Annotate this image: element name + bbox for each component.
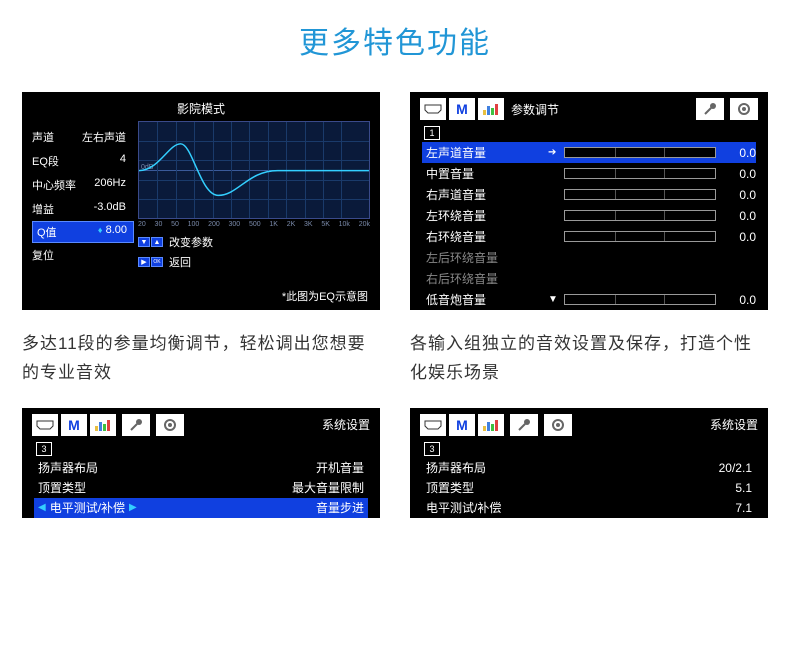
eq-xaxis-labels: 2030501002003005001K2K3K5K10k20k bbox=[138, 221, 370, 228]
m-icon[interactable]: M bbox=[449, 414, 475, 436]
arrow-icon: ➔ bbox=[548, 147, 564, 158]
volume-value: 0.0 bbox=[724, 188, 756, 202]
screen-eq: 影院模式 声道左右声道 EQ段4 中心频率206Hz 增益-3.0dB Q值♦ … bbox=[22, 92, 380, 310]
card-sys-left: M 系统设置 3 扬声器布局开机音量 顶置类型最大音量限制 ◀电平测试/补偿▶音… bbox=[22, 408, 380, 518]
volume-row[interactable]: 右声道音量 0.0 bbox=[422, 184, 756, 205]
sys-row[interactable]: 扬声器布局开机音量 bbox=[34, 458, 368, 478]
card-sys-right: M 系统设置 3 扬声器布局20/2.1 顶置类型5.1 电平测试/补偿7.1 bbox=[410, 408, 768, 518]
mic-icon[interactable] bbox=[510, 414, 538, 436]
eq-param-row[interactable]: EQ段4 bbox=[32, 149, 134, 173]
volume-label: 中置音量 bbox=[422, 165, 548, 182]
sys-list: 3 扬声器布局20/2.1 顶置类型5.1 电平测试/补偿7.1 bbox=[410, 440, 768, 518]
volume-label: 左环绕音量 bbox=[422, 207, 548, 224]
eq-curve bbox=[139, 122, 369, 219]
feature-grid: 影院模式 声道左右声道 EQ段4 中心频率206Hz 增益-3.0dB Q值♦ … bbox=[0, 92, 790, 518]
screen-sys-right: M 系统设置 3 扬声器布局20/2.1 顶置类型5.1 电平测试/补偿7.1 bbox=[410, 408, 768, 518]
toolbar-label: 参数调节 bbox=[511, 101, 690, 118]
screen-sys-left: M 系统设置 3 扬声器布局开机音量 顶置类型最大音量限制 ◀电平测试/补偿▶音… bbox=[22, 408, 380, 518]
hdmi-icon[interactable] bbox=[32, 414, 58, 436]
volume-row[interactable]: 低音炮音量▼ 0.0 bbox=[422, 289, 756, 310]
volume-label: 右声道音量 bbox=[422, 186, 548, 203]
volume-value: 0.0 bbox=[724, 293, 756, 307]
sys-row[interactable]: 顶置类型最大音量限制 bbox=[34, 478, 368, 498]
m-icon[interactable]: M bbox=[449, 98, 475, 120]
eq-bars-icon[interactable] bbox=[478, 414, 504, 436]
arrow-icon: ▼ bbox=[548, 294, 564, 305]
toolbar: M 参数调节 bbox=[410, 92, 768, 124]
updown-icon: ♦ bbox=[98, 225, 103, 235]
volume-value: 0.0 bbox=[724, 209, 756, 223]
volume-row[interactable]: 中置音量 0.0 bbox=[422, 163, 756, 184]
volume-label: 低音炮音量 bbox=[422, 291, 548, 308]
up-key-icon: ▲ bbox=[151, 237, 163, 247]
gear-icon[interactable] bbox=[544, 414, 572, 436]
eq-param-row[interactable]: 复位 bbox=[32, 243, 134, 267]
caption-eq: 多达11段的参量均衡调节，轻松调出您想要的专业音效 bbox=[22, 330, 380, 388]
volume-value: 0.0 bbox=[724, 146, 756, 160]
right-key-icon: ▶ bbox=[138, 257, 150, 267]
sys-row-selected[interactable]: ◀电平测试/补偿▶音量步进 bbox=[34, 498, 368, 518]
page-indicator: 1 bbox=[424, 126, 440, 140]
toolbar: M 系统设置 bbox=[22, 408, 380, 440]
left-arrow-icon: ◀ bbox=[38, 502, 46, 513]
volume-bar[interactable] bbox=[564, 231, 716, 242]
eq-note: *此图为EQ示意图 bbox=[282, 288, 368, 304]
toolbar-label: 系统设置 bbox=[191, 416, 370, 433]
eq-param-row[interactable]: 增益-3.0dB bbox=[32, 197, 134, 221]
page-title: 更多特色功能 bbox=[0, 0, 790, 92]
volume-row[interactable]: 右环绕音量 0.0 bbox=[422, 226, 756, 247]
sys-row[interactable]: 顶置类型5.1 bbox=[422, 478, 756, 498]
page-indicator: 3 bbox=[424, 442, 440, 456]
volume-label: 左声道音量 bbox=[422, 144, 548, 161]
eq-mode-title: 影院模式 bbox=[22, 92, 380, 117]
mic-icon[interactable] bbox=[696, 98, 724, 120]
hdmi-icon[interactable] bbox=[420, 98, 446, 120]
eq-param-list: 声道左右声道 EQ段4 中心频率206Hz 增益-3.0dB Q值♦ 8.00 … bbox=[22, 117, 134, 270]
gear-icon[interactable] bbox=[730, 98, 758, 120]
volume-bar[interactable] bbox=[564, 147, 716, 158]
card-volume: M 参数调节 1 左声道音量➔ 0.0 中置音量 0.0 右声道音量 0.0 左环绕音量 0.… bbox=[410, 92, 768, 388]
volume-bar[interactable] bbox=[564, 168, 716, 179]
volume-label: 左后环绕音量 bbox=[422, 249, 548, 266]
eq-bars-icon[interactable] bbox=[478, 98, 504, 120]
mic-icon[interactable] bbox=[122, 414, 150, 436]
toolbar-label: 系统设置 bbox=[579, 416, 758, 433]
volume-value: 0.0 bbox=[724, 230, 756, 244]
volume-row-selected[interactable]: 左声道音量➔ 0.0 bbox=[422, 142, 756, 163]
volume-value: 0.0 bbox=[724, 167, 756, 181]
eq-param-row[interactable]: 声道左右声道 bbox=[32, 125, 134, 149]
ok-key-icon: OK bbox=[151, 257, 163, 267]
down-key-icon: ▼ bbox=[138, 237, 150, 247]
volume-label: 右环绕音量 bbox=[422, 228, 548, 245]
volume-bar[interactable] bbox=[564, 189, 716, 200]
gear-icon[interactable] bbox=[156, 414, 184, 436]
eq-key-legend: ▼▲改变参数 ▶OK返回 bbox=[138, 234, 370, 270]
eq-param-row-selected[interactable]: Q值♦ 8.00 bbox=[32, 221, 134, 243]
eq-chart: 0dB bbox=[138, 121, 370, 219]
volume-row[interactable]: 左环绕音量 0.0 bbox=[422, 205, 756, 226]
sys-row[interactable]: 扬声器布局20/2.1 bbox=[422, 458, 756, 478]
sys-row[interactable]: 电平测试/补偿7.1 bbox=[422, 498, 756, 518]
screen-volume: M 参数调节 1 左声道音量➔ 0.0 中置音量 0.0 右声道音量 0.0 左环绕音量 0.… bbox=[410, 92, 768, 310]
volume-bar[interactable] bbox=[564, 294, 716, 305]
toolbar: M 系统设置 bbox=[410, 408, 768, 440]
eq-bars-icon[interactable] bbox=[90, 414, 116, 436]
volume-row[interactable]: 左后环绕音量 bbox=[422, 247, 756, 268]
right-arrow-icon: ▶ bbox=[129, 502, 137, 513]
m-icon[interactable]: M bbox=[61, 414, 87, 436]
hdmi-icon[interactable] bbox=[420, 414, 446, 436]
card-eq: 影院模式 声道左右声道 EQ段4 中心频率206Hz 增益-3.0dB Q值♦ … bbox=[22, 92, 380, 388]
volume-list: 1 左声道音量➔ 0.0 中置音量 0.0 右声道音量 0.0 左环绕音量 0.0 右环绕音量 0… bbox=[410, 124, 768, 310]
volume-label: 右后环绕音量 bbox=[422, 270, 548, 287]
page-indicator: 3 bbox=[36, 442, 52, 456]
caption-volume: 各输入组独立的音效设置及保存，打造个性化娱乐场景 bbox=[410, 330, 768, 388]
eq-param-row[interactable]: 中心频率206Hz bbox=[32, 173, 134, 197]
sys-list: 3 扬声器布局开机音量 顶置类型最大音量限制 ◀电平测试/补偿▶音量步进 bbox=[22, 440, 380, 518]
volume-bar[interactable] bbox=[564, 210, 716, 221]
volume-row[interactable]: 右后环绕音量 bbox=[422, 268, 756, 289]
